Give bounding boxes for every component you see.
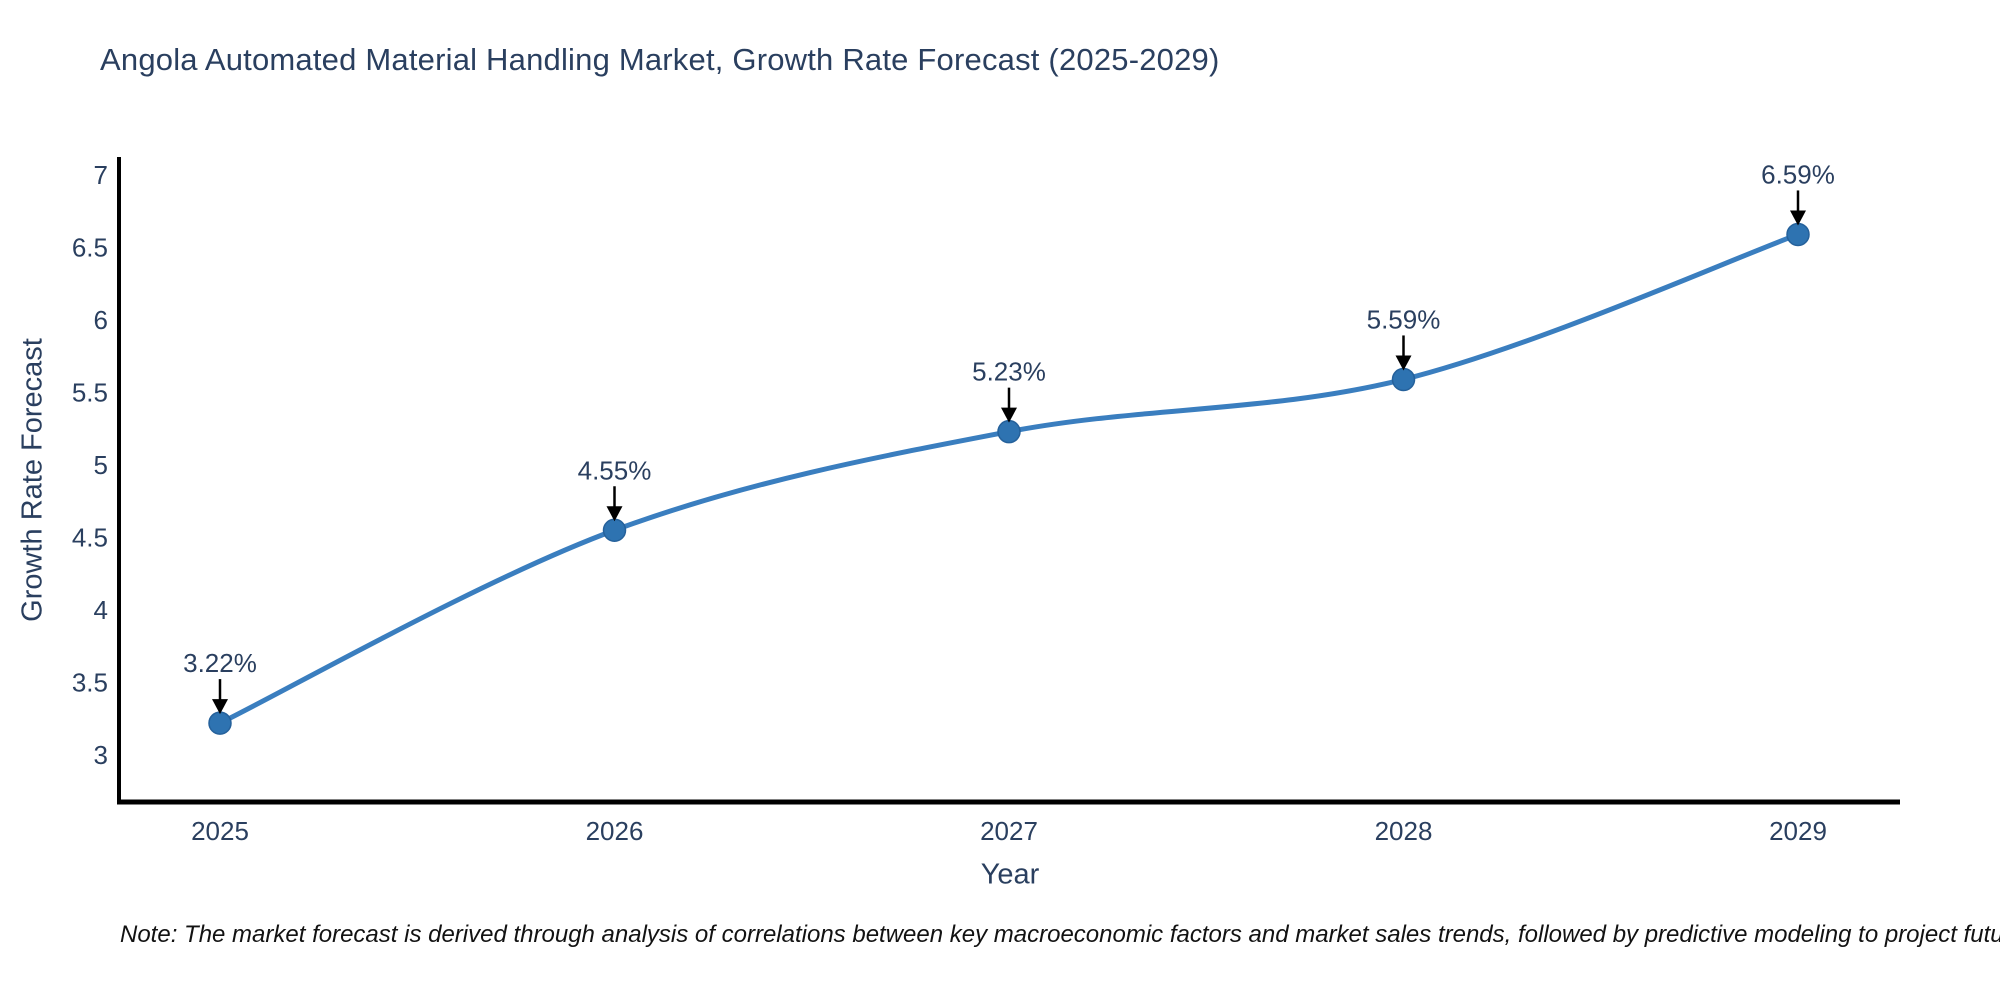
annotation-arrow-head bbox=[1395, 355, 1412, 371]
x-tick-label: 2028 bbox=[1375, 816, 1433, 846]
data-point-2026[interactable] bbox=[602, 518, 627, 542]
annotation-arrow-head bbox=[1790, 210, 1806, 226]
annotation-arrow-head bbox=[212, 699, 228, 715]
x-tick-label: 2025 bbox=[191, 816, 249, 846]
y-tick-label: 4.5 bbox=[72, 523, 108, 553]
chart-note: Note: The market forecast is derived thr… bbox=[120, 921, 2000, 948]
y-tick-label: 3 bbox=[94, 740, 108, 770]
y-tick-label: 7 bbox=[94, 160, 108, 190]
point-annotation: 4.55% bbox=[578, 455, 652, 485]
data-point-2028[interactable] bbox=[1391, 367, 1416, 392]
data-point-2025[interactable] bbox=[208, 711, 232, 735]
annotation-arrow-head bbox=[606, 506, 623, 522]
data-point-2029[interactable] bbox=[1786, 222, 1810, 247]
data-point-2027[interactable] bbox=[997, 419, 1021, 444]
chart-title: Angola Automated Material Handling Marke… bbox=[100, 42, 1220, 77]
y-tick-label: 4 bbox=[94, 595, 108, 625]
x-tick-label: 2029 bbox=[1769, 816, 1827, 846]
point-annotation: 6.59% bbox=[1761, 159, 1835, 189]
y-tick-label: 6.5 bbox=[72, 233, 108, 263]
y-tick-label: 5 bbox=[94, 450, 108, 480]
y-tick-label: 6 bbox=[94, 305, 108, 335]
forecast-line bbox=[217, 231, 1801, 726]
point-annotation: 5.59% bbox=[1367, 304, 1441, 334]
x-tick-label: 2026 bbox=[586, 816, 644, 846]
y-tick-label: 3.5 bbox=[72, 668, 108, 698]
point-annotation: 5.23% bbox=[972, 357, 1046, 387]
x-axis-title: Year bbox=[980, 858, 1040, 891]
annotation-arrow-head bbox=[1001, 407, 1017, 423]
y-tick-label: 5.5 bbox=[72, 378, 108, 408]
point-annotation: 3.22% bbox=[183, 648, 257, 678]
x-tick-label: 2027 bbox=[980, 816, 1038, 846]
